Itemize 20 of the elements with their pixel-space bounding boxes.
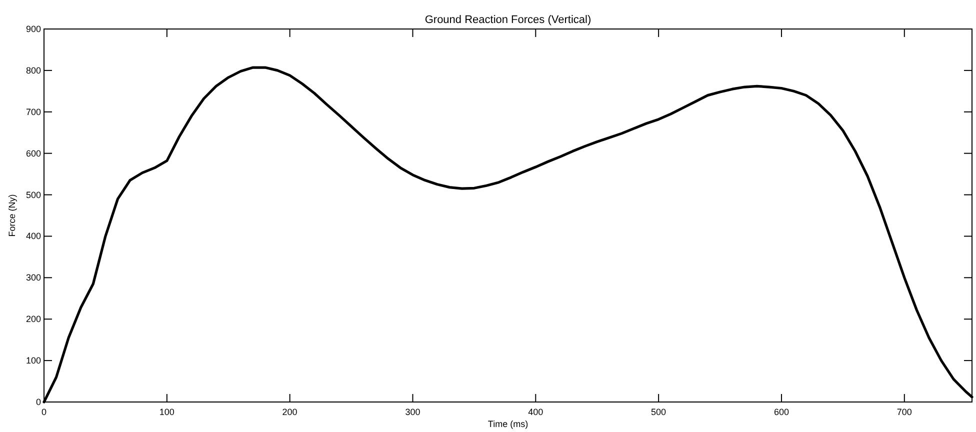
x-tick-label: 200 <box>282 407 298 417</box>
y-tick-label: 600 <box>26 148 41 158</box>
y-tick-label: 200 <box>26 314 41 324</box>
x-tick-label: 500 <box>651 407 666 417</box>
x-tick-label: 600 <box>774 407 789 417</box>
x-tick-label: 700 <box>896 407 912 417</box>
x-tick-label: 300 <box>405 407 420 417</box>
y-axis-title: Force (Ny) <box>7 194 17 237</box>
y-tick-label: 400 <box>26 231 41 242</box>
x-tick-label: 400 <box>528 407 544 417</box>
y-tick-label: 300 <box>26 272 41 283</box>
y-tick-label: 700 <box>26 106 41 117</box>
chart-title: Ground Reaction Forces (Vertical) <box>424 14 592 26</box>
x-tick-label: 100 <box>159 407 174 417</box>
y-tick-label: 0 <box>36 397 41 407</box>
y-tick-label: 900 <box>26 24 41 34</box>
y-tick-label: 800 <box>26 65 41 76</box>
y-tick-label: 500 <box>26 190 41 200</box>
y-tick-label: 100 <box>26 356 41 366</box>
x-axis-title: Time (ms) <box>488 419 528 429</box>
